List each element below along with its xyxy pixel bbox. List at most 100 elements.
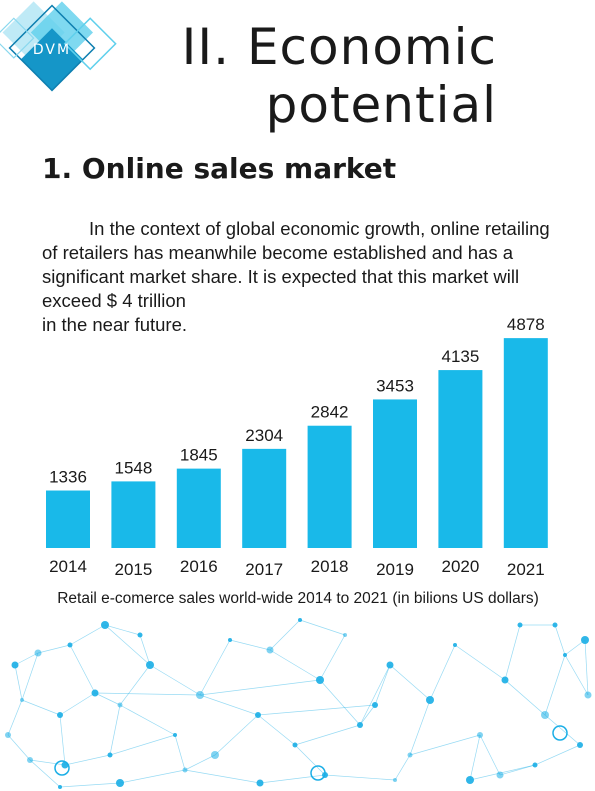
network-edge (104, 624, 141, 636)
network-node (581, 636, 589, 644)
network-node (477, 732, 483, 738)
network-node (101, 621, 109, 629)
network-edge (104, 624, 151, 666)
intro-paragraph: In the context of global economic growth… (42, 218, 550, 311)
x-tick-2017: 2017 (245, 560, 283, 579)
network-node (34, 649, 42, 657)
network-node (255, 712, 261, 718)
network-edge (359, 704, 376, 726)
network-edge (544, 714, 581, 746)
network-node (563, 653, 567, 657)
data-label-2019: 3453 (376, 376, 414, 395)
network-node (343, 633, 347, 637)
network-edge (554, 624, 566, 656)
data-label-2020: 4135 (441, 347, 479, 366)
network-edge (59, 692, 96, 716)
logo-text: DVM (33, 42, 71, 58)
network-edge (544, 654, 566, 716)
network-edge (199, 679, 321, 696)
network-edge (374, 664, 391, 706)
x-tick-2018: 2018 (311, 557, 349, 576)
network-edge (109, 734, 176, 756)
intro-paragraph-continued: in the near future. (42, 314, 188, 335)
network-node (256, 779, 264, 787)
bar-2020 (438, 370, 483, 548)
network-edge (359, 664, 391, 726)
network-edge (454, 644, 506, 681)
network-edge (409, 734, 481, 756)
network-edge (119, 769, 186, 784)
network-edge (59, 782, 121, 788)
network-node (393, 778, 397, 782)
network-node (20, 698, 24, 702)
network-edge (269, 619, 301, 651)
network-node (466, 776, 474, 784)
network-edge (299, 619, 346, 636)
network-edge (214, 714, 259, 756)
network-node (266, 646, 274, 654)
network-edge (199, 639, 231, 696)
data-label-2015: 1548 (114, 458, 152, 477)
network-edge (269, 649, 321, 681)
network-node (407, 752, 413, 758)
x-tick-2019: 2019 (376, 560, 414, 579)
network-node (107, 752, 113, 758)
network-node (5, 732, 11, 738)
data-label-2017: 2304 (245, 426, 283, 445)
network-edge (174, 734, 186, 771)
network-edge (184, 754, 216, 771)
network-node (137, 632, 143, 638)
network-edge (69, 644, 96, 694)
network-node (91, 689, 99, 697)
network-edge (257, 714, 296, 746)
section-heading: 1. Online sales market (42, 152, 397, 185)
network-edge (149, 664, 201, 696)
network-edge (37, 644, 71, 654)
network-node (182, 767, 188, 773)
network-node (584, 691, 592, 699)
network-edge (469, 734, 481, 781)
data-label-2016: 1845 (180, 446, 218, 465)
bar-2019 (373, 399, 417, 548)
network-edge (7, 734, 31, 761)
x-tick-2014: 2014 (49, 557, 87, 576)
network-edge (139, 634, 151, 666)
network-ring (310, 765, 326, 781)
network-edge (394, 754, 411, 781)
network-edge (259, 774, 326, 784)
network-edge (94, 692, 201, 696)
network-node (173, 733, 177, 737)
network-edge (504, 624, 521, 681)
network-edge (69, 624, 106, 646)
network-node (532, 762, 538, 768)
x-tick-2015: 2015 (114, 560, 152, 579)
network-node (298, 618, 302, 622)
network-node (386, 661, 394, 669)
network-edge (584, 639, 589, 696)
bar-2021 (503, 338, 548, 548)
network-edge (294, 724, 361, 746)
network-edge (319, 679, 361, 726)
x-tick-2021: 2021 (507, 560, 545, 579)
bar-2014 (46, 490, 90, 548)
network-edge (324, 774, 396, 781)
network-edge (109, 704, 121, 756)
network-node (357, 722, 363, 728)
network-node (27, 757, 33, 763)
network-node (517, 622, 523, 628)
network-node (541, 711, 549, 719)
network-ring (552, 725, 568, 741)
network-edge (184, 769, 261, 784)
network-edge (29, 759, 66, 766)
network-edge (229, 639, 271, 651)
x-tick-2016: 2016 (180, 557, 218, 576)
network-edge (59, 714, 66, 766)
page-title: II. Economic potential (181, 18, 497, 134)
network-node (292, 742, 298, 748)
network-edge (429, 644, 456, 701)
network-ring (54, 760, 70, 776)
network-edge (21, 652, 39, 701)
network-node (57, 712, 63, 718)
network-edge (389, 664, 431, 701)
data-label-2014: 1336 (49, 468, 87, 487)
